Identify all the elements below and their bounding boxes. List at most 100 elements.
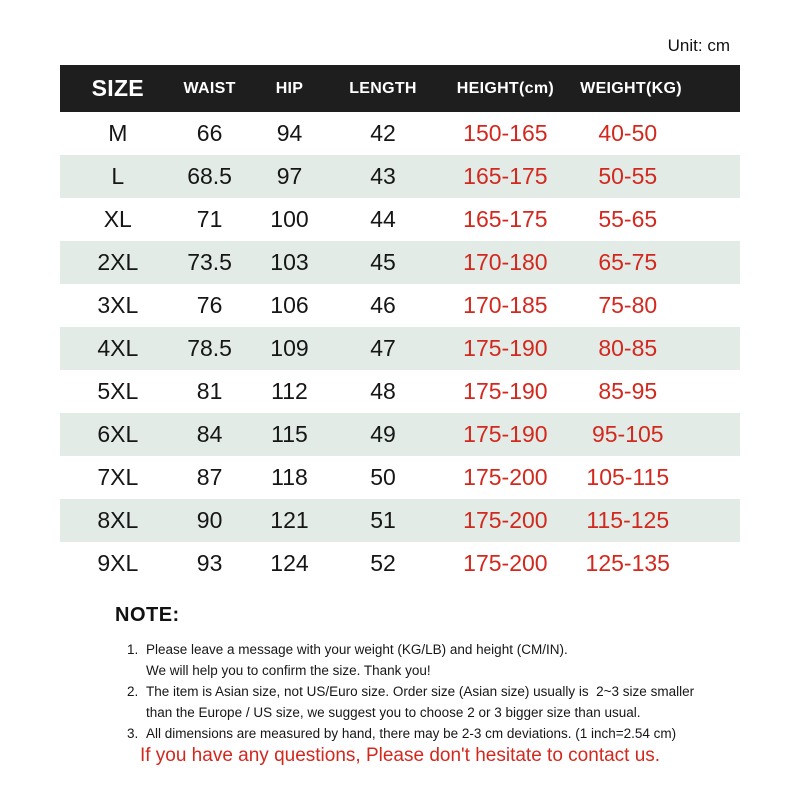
cell-size: 8XL <box>97 507 139 533</box>
cell-hip: 103 <box>270 249 309 275</box>
cell-hip: 106 <box>270 292 309 318</box>
cell-size: 7XL <box>97 464 139 490</box>
table-row: 6XL 84 115 49 175-190 95-105 <box>60 413 740 456</box>
table-row: L 68.5 97 43 165-175 50-55 <box>60 155 740 198</box>
note-item-text: The item is Asian size, not US/Euro size… <box>146 681 765 723</box>
cell-hip: 94 <box>276 120 303 146</box>
cell-spacer <box>675 198 740 241</box>
cell-weight: 40-50 <box>598 120 658 146</box>
table-header-row: SIZE WAIST HIP LENGTH HEIGHT(cm) WEIGHT(… <box>60 65 740 112</box>
cell-height: 175-190 <box>463 378 548 404</box>
cell-waist: 84 <box>196 421 223 447</box>
cell-waist: 78.5 <box>187 335 232 361</box>
cell-height: 175-200 <box>463 550 548 576</box>
cell-height: 175-190 <box>463 421 548 447</box>
table-row: 5XL 81 112 48 175-190 85-95 <box>60 370 740 413</box>
column-header-waist: WAIST <box>183 79 236 97</box>
cell-length: 48 <box>370 378 396 404</box>
cell-length: 43 <box>370 163 396 189</box>
cell-weight: 50-55 <box>598 163 658 189</box>
cell-height: 170-185 <box>463 292 548 318</box>
cell-height: 175-190 <box>463 335 548 361</box>
table-row: 7XL 87 118 50 175-200 105-115 <box>60 456 740 499</box>
cell-weight: 95-105 <box>591 421 664 447</box>
cell-length: 45 <box>370 249 396 275</box>
cell-spacer <box>675 370 740 413</box>
note-list: 1. Please leave a message with your weig… <box>127 639 765 744</box>
cell-spacer <box>675 284 740 327</box>
note-item-text: Please leave a message with your weight … <box>146 639 765 681</box>
cell-spacer <box>675 241 740 284</box>
cell-spacer <box>675 112 740 155</box>
unit-label: Unit: cm <box>667 36 730 55</box>
cell-weight: 55-65 <box>598 206 658 232</box>
note-item-text: All dimensions are measured by hand, the… <box>146 723 765 744</box>
note-section: NOTE: 1. Please leave a message with you… <box>115 604 765 744</box>
column-header-length: LENGTH <box>349 79 417 97</box>
cell-spacer <box>675 413 740 456</box>
cell-spacer <box>675 542 740 585</box>
note-item-number: 1. <box>127 642 139 657</box>
cell-spacer <box>675 456 740 499</box>
cell-height: 150-165 <box>463 120 548 146</box>
note-item: 3. All dimensions are measured by hand, … <box>127 723 765 744</box>
cell-weight: 115-125 <box>586 507 670 533</box>
cell-height: 175-200 <box>463 507 548 533</box>
cell-hip: 121 <box>270 507 309 533</box>
cell-weight: 125-135 <box>585 550 670 576</box>
cell-length: 46 <box>370 292 396 318</box>
cell-size: 5XL <box>97 378 139 404</box>
cell-size: L <box>111 163 125 189</box>
cell-size: 3XL <box>97 292 139 318</box>
cell-size: 2XL <box>97 249 139 275</box>
cell-size: M <box>108 120 128 146</box>
cell-waist: 71 <box>196 206 223 232</box>
note-line: We will help you to confirm the size. Th… <box>146 663 431 678</box>
table-row: 3XL 76 106 46 170-185 75-80 <box>60 284 740 327</box>
cell-hip: 124 <box>270 550 309 576</box>
cell-hip: 109 <box>270 335 309 361</box>
note-item-number: 2. <box>127 684 139 699</box>
table-row: 4XL 78.5 109 47 175-190 80-85 <box>60 327 740 370</box>
cell-waist: 68.5 <box>187 163 232 189</box>
cell-length: 49 <box>370 421 396 447</box>
cell-height: 175-200 <box>463 464 548 490</box>
column-header-height: HEIGHT(cm) <box>456 79 554 97</box>
cell-height: 170-180 <box>463 249 548 275</box>
cell-height: 165-175 <box>463 163 548 189</box>
note-line: than the Europe / US size, we suggest yo… <box>146 705 641 720</box>
column-header-size: SIZE <box>91 75 144 101</box>
cell-hip: 115 <box>271 421 308 447</box>
contact-line: If you have any questions, Please don't … <box>139 745 661 766</box>
cell-size: 9XL <box>97 550 139 576</box>
cell-length: 42 <box>370 120 396 146</box>
column-header-spacer <box>675 65 740 112</box>
cell-spacer <box>675 499 740 542</box>
cell-weight: 65-75 <box>598 249 658 275</box>
table-row: 9XL 93 124 52 175-200 125-135 <box>60 542 740 585</box>
cell-hip: 100 <box>270 206 309 232</box>
cell-weight: 105-115 <box>586 464 670 490</box>
cell-waist: 90 <box>196 507 223 533</box>
cell-weight: 75-80 <box>598 292 658 318</box>
note-line: The item is Asian size, not US/Euro size… <box>146 684 695 699</box>
cell-spacer <box>675 155 740 198</box>
cell-hip: 97 <box>276 163 303 189</box>
note-line: All dimensions are measured by hand, the… <box>146 726 677 741</box>
size-table: SIZE WAIST HIP LENGTH HEIGHT(cm) WEIGHT(… <box>60 65 740 585</box>
cell-waist: 81 <box>196 378 223 404</box>
note-item: 2. The item is Asian size, not US/Euro s… <box>127 681 765 723</box>
cell-waist: 93 <box>196 550 223 576</box>
cell-length: 44 <box>370 206 396 232</box>
note-item-number: 3. <box>127 726 139 741</box>
cell-length: 51 <box>370 507 396 533</box>
note-item: 1. Please leave a message with your weig… <box>127 639 765 681</box>
table-row: XL 71 100 44 165-175 55-65 <box>60 198 740 241</box>
cell-weight: 80-85 <box>598 335 658 361</box>
cell-waist: 87 <box>196 464 223 490</box>
cell-waist: 73.5 <box>187 249 232 275</box>
cell-size: XL <box>103 206 132 232</box>
table-row: 8XL 90 121 51 175-200 115-125 <box>60 499 740 542</box>
cell-waist: 76 <box>196 292 223 318</box>
